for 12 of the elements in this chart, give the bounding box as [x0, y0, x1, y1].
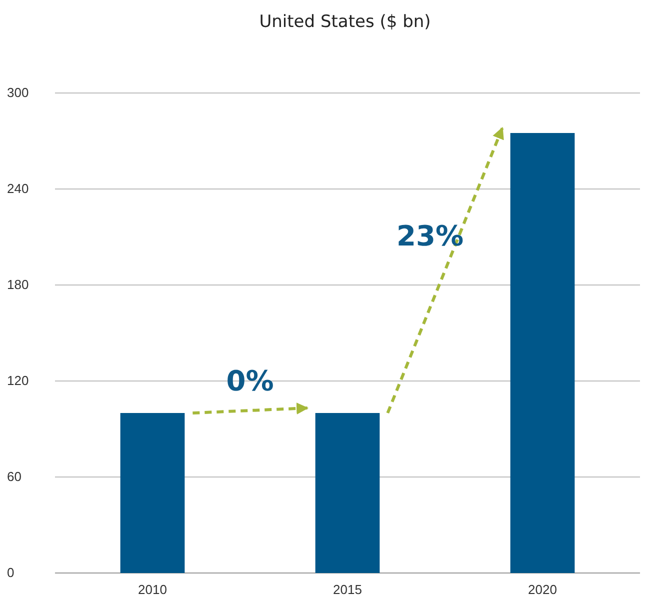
- y-tick-label: 60: [7, 469, 22, 484]
- y-tick-label: 300: [7, 85, 29, 100]
- x-tick-label: 2010: [138, 582, 167, 598]
- annotation: 0%: [226, 364, 274, 398]
- y-tick-label: 120: [7, 373, 29, 388]
- y-tick-label: 180: [7, 277, 29, 292]
- y-tick-label: 240: [7, 181, 29, 196]
- x-tick-label: 2015: [333, 582, 362, 598]
- annotation: 23%: [396, 220, 464, 252]
- chart-title: United States ($ bn): [259, 12, 431, 32]
- y-tick-label: 0: [7, 565, 14, 580]
- x-tick-label: 2020: [528, 582, 557, 598]
